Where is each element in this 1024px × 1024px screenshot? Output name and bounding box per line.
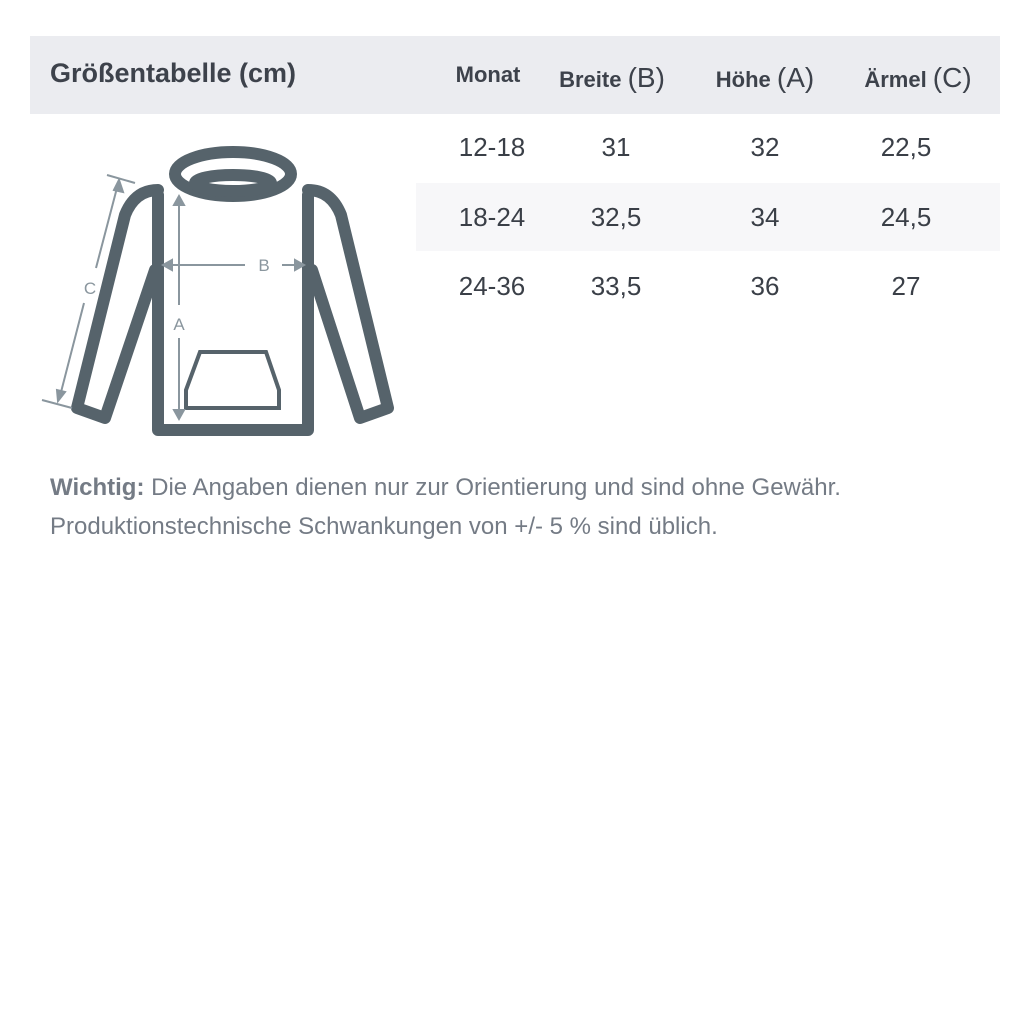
disclaimer-note: Wichtig: Die Angaben dienen nur zur Orie… [50, 468, 841, 546]
table-cell: 32 [750, 132, 780, 162]
hoodie-outline-icon [71, 146, 394, 436]
note-bold: Wichtig: [50, 474, 145, 501]
column-header-sleeve: Ärmel (C) [864, 62, 972, 93]
label-c: C [84, 279, 96, 298]
table-cell: 22,5 [880, 132, 932, 162]
arrow-c-bottom [59, 302, 85, 397]
table-header [30, 36, 1000, 114]
table-cell: 12-18 [458, 132, 526, 162]
pocket-icon [184, 350, 281, 410]
page-title: Größentabelle (cm) [50, 58, 297, 88]
column-header-month: Monat [455, 62, 521, 87]
table-cell: 34 [750, 202, 780, 232]
measurement-arrows [41, 174, 307, 422]
table-cell: 24-36 [458, 271, 526, 301]
column-header-width: Breite (B) [559, 62, 665, 93]
label-b: B [258, 256, 269, 275]
table-cell: 36 [750, 271, 780, 301]
table-cell: 24,5 [880, 202, 932, 232]
table-cell: 18-24 [458, 202, 526, 232]
arrow-c-top [95, 183, 119, 269]
table-cell: 33,5 [590, 271, 642, 301]
table-row-stripe [416, 183, 1000, 251]
table-cell: 31 [601, 132, 631, 162]
note-line2: Produktionstechnische Schwankungen von +… [50, 513, 718, 540]
table-cell: 27 [891, 271, 921, 301]
note-line1: Die Angaben dienen nur zur Orientierung … [144, 474, 841, 501]
label-a: A [173, 315, 185, 334]
table-cell: 32,5 [590, 202, 642, 232]
column-header-height: Höhe (A) [715, 62, 815, 93]
